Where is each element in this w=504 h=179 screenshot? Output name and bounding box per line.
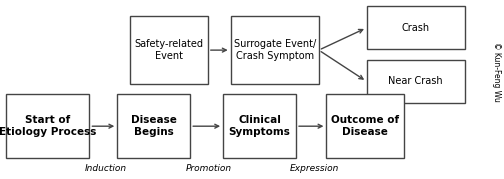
FancyBboxPatch shape — [327, 94, 404, 158]
FancyBboxPatch shape — [231, 16, 319, 84]
Text: Expression: Expression — [289, 164, 339, 173]
Text: Induction: Induction — [85, 164, 127, 173]
FancyBboxPatch shape — [117, 94, 190, 158]
FancyBboxPatch shape — [366, 60, 465, 103]
Text: Safety-related
Event: Safety-related Event — [135, 39, 203, 61]
Text: Disease
Begins: Disease Begins — [131, 115, 177, 137]
FancyBboxPatch shape — [6, 94, 90, 158]
Text: Surrogate Event/
Crash Symptom: Surrogate Event/ Crash Symptom — [233, 39, 316, 61]
FancyBboxPatch shape — [366, 6, 465, 49]
Text: Promotion: Promotion — [186, 164, 232, 173]
Text: Start of
Etiology Process: Start of Etiology Process — [0, 115, 97, 137]
Text: Crash: Crash — [402, 23, 430, 33]
Text: Near Crash: Near Crash — [389, 76, 443, 86]
Text: © Kun-Feng Wu: © Kun-Feng Wu — [492, 42, 501, 101]
Text: Clinical
Symptoms: Clinical Symptoms — [229, 115, 290, 137]
Text: Outcome of
Disease: Outcome of Disease — [331, 115, 400, 137]
FancyBboxPatch shape — [223, 94, 296, 158]
FancyBboxPatch shape — [130, 16, 208, 84]
